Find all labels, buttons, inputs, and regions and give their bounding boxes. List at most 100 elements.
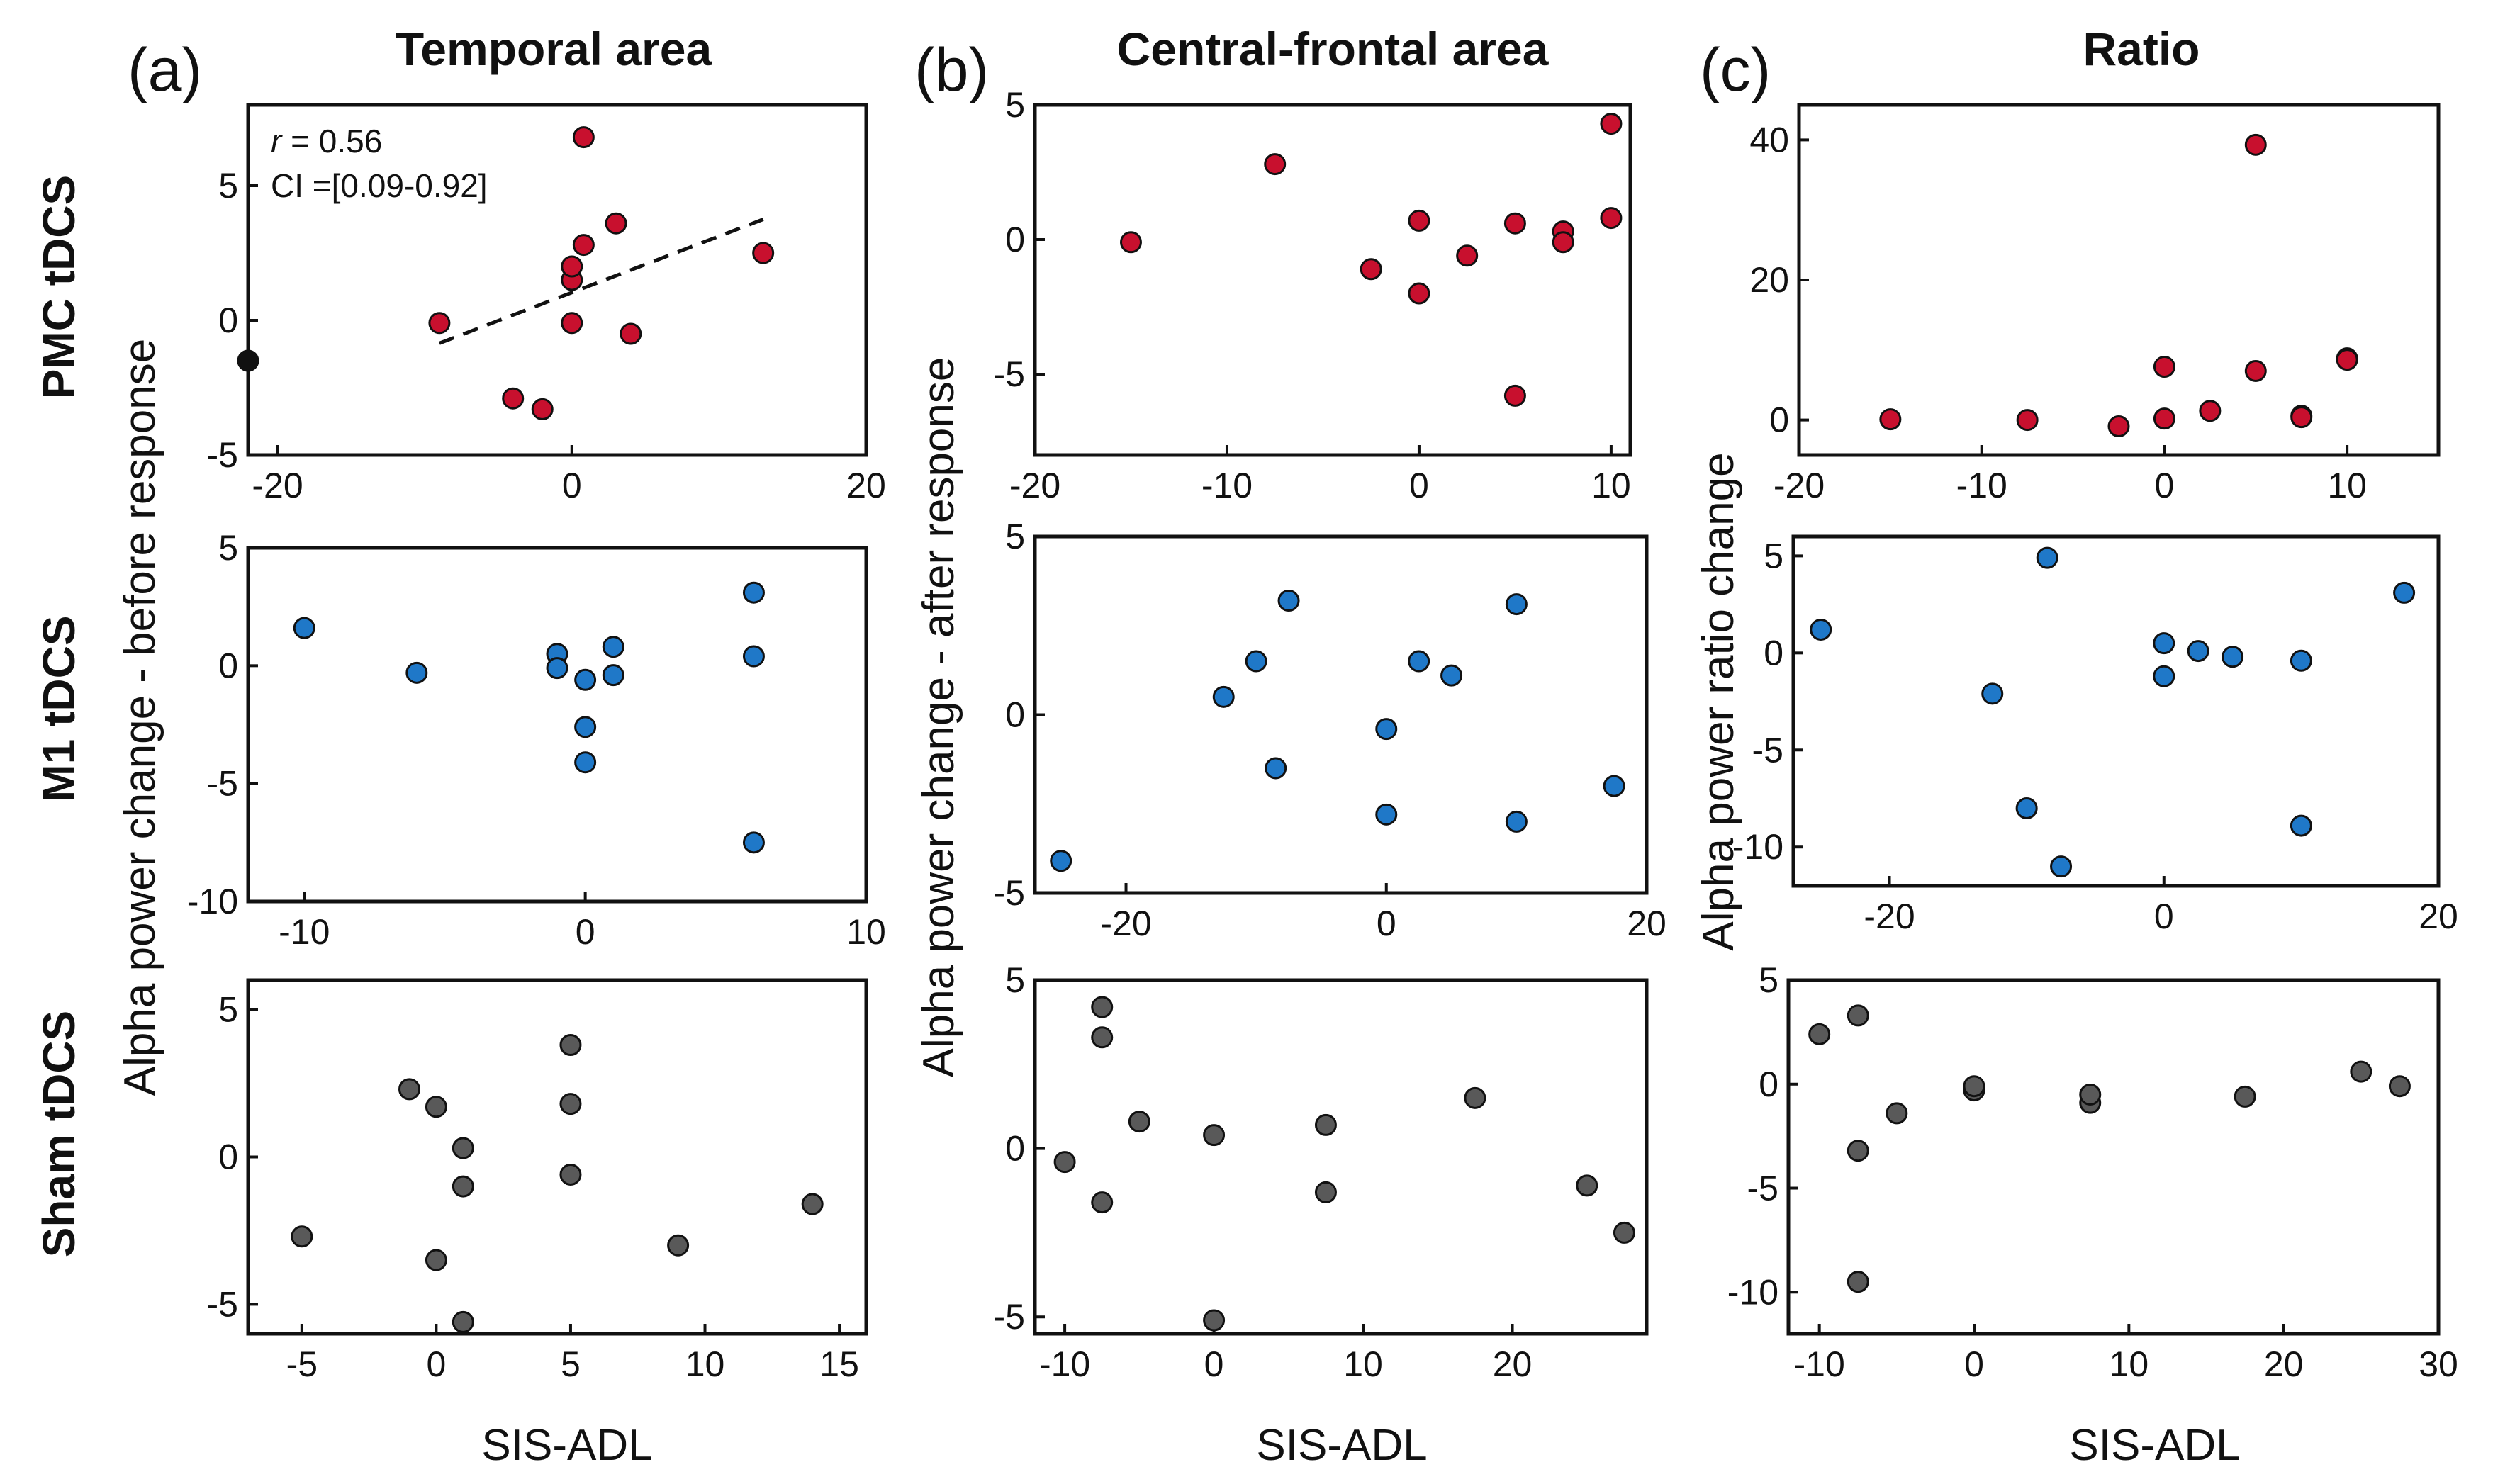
y-tick-label: 40 [1749,120,1789,159]
row-label-m1: M1 tDCS [33,615,84,802]
data-point [428,312,451,335]
y-tick-label: -5 [1752,730,1783,770]
x-tick-label: -10 [1956,466,2007,505]
x-tick-label: 20 [846,466,886,505]
plot-frame [1033,978,1649,1336]
data-point [2036,546,2058,569]
data-point [1810,618,1832,641]
data-point [291,1225,313,1248]
y-tick-label: 0 [218,300,238,340]
plot-frame [246,546,868,904]
panel-label-c: (c) [1700,36,1771,104]
y-tick-label: 5 [218,166,238,206]
data-point [2107,415,2130,437]
data-point [1375,803,1398,826]
data-point [452,1137,474,1159]
y-tick-label: -10 [1732,827,1783,867]
x-tick-label: 0 [1409,466,1429,505]
data-point [2015,797,2038,819]
plot-frame [1797,103,2441,457]
data-point [1808,1023,1831,1045]
plot-frame [246,978,868,1336]
data-point [1314,1181,1337,1203]
row-label-pmc: PMC tDCS [33,175,84,399]
data-point [1886,1102,1908,1125]
x-tick-label: 0 [2154,896,2174,936]
data-point [742,645,765,668]
y-tick-label: 5 [1005,517,1025,556]
plot-frame [1033,103,1632,457]
data-point [1503,384,1526,407]
xlabel-temporal: SIS-ADL [481,1421,652,1470]
data-point [1128,1111,1150,1133]
x-tick-label: 20 [2419,896,2458,936]
x-tick-label: 10 [1591,466,1631,505]
x-tick-label: 5 [561,1344,581,1384]
data-point [2290,649,2312,672]
data-point [1456,244,1479,267]
y-tick-label: 0 [1005,220,1025,259]
x-tick-label: -20 [1774,466,1825,505]
outlier-point [237,349,259,372]
data-point [2153,665,2175,687]
data-point [1981,682,2004,705]
data-point [559,1033,582,1056]
data-point [1847,1004,1869,1027]
x-tick-label: 10 [846,912,886,952]
data-point [1613,1221,1635,1244]
data-point [1505,593,1528,616]
data-point [1119,231,1142,254]
x-tick-label: 0 [1204,1344,1224,1384]
data-point [1408,282,1430,305]
plot-temporal-pmc: -20 0 20 -5 0 5 [207,103,886,505]
y-tick-label: 0 [1005,695,1025,735]
regression-line [439,218,764,345]
y-tick-label: 0 [1759,1064,1778,1104]
xlabel-central-frontal: SIS-ADL [1256,1421,1427,1470]
data-point [1203,1309,1226,1332]
annotation-r: r = 0.56 [271,123,382,159]
y-tick-label: -10 [1727,1272,1778,1312]
data-point [425,1249,447,1271]
x-tick-label: -20 [1100,904,1151,943]
data-point [1503,212,1526,235]
data-point [2050,855,2073,878]
annotation-ci: CI =[0.09-0.92] [271,167,488,204]
data-point [398,1078,420,1101]
data-point [561,312,583,335]
data-point [1375,718,1398,741]
y-tick-label: 0 [1005,1129,1025,1169]
plot-frame [1791,534,2441,888]
data-point [2016,409,2039,432]
data-point [1212,685,1235,708]
data-point [1245,650,1267,673]
y-tick-label: 20 [1749,260,1789,300]
data-point [742,581,765,604]
title-temporal: Temporal area [396,23,713,75]
x-tick-label: 0 [576,912,595,952]
title-ratio: Ratio [2083,23,2200,75]
data-point [1050,850,1072,872]
data-point [1408,650,1430,673]
data-point [1264,153,1287,176]
data-point [425,1096,447,1118]
data-point [1552,231,1574,254]
x-tick-label: -10 [1794,1344,1845,1384]
data-point [1963,1075,1985,1098]
data-point [405,661,428,684]
x-tick-label: 0 [1964,1344,1984,1384]
x-tick-label: 0 [562,466,582,505]
data-point [1600,113,1623,135]
y-tick-label: 5 [1005,960,1025,1000]
data-point [1277,590,1300,612]
ylabel-ratio: Alpha power ratio change [1694,452,1743,950]
y-tick-label: -5 [1747,1169,1778,1208]
data-point [1464,1086,1486,1109]
data-point [1879,408,1902,431]
data-point [1203,1124,1226,1147]
plot-ratio-pmc: -20 -10 0 10 0 20 40 [1749,103,2441,505]
plot-ratio-sham: -10 0 10 20 30 -10 -5 0 5 [1727,960,2458,1384]
data-point [2187,640,2209,663]
data-point [2350,1060,2372,1083]
data-point [1091,996,1114,1018]
